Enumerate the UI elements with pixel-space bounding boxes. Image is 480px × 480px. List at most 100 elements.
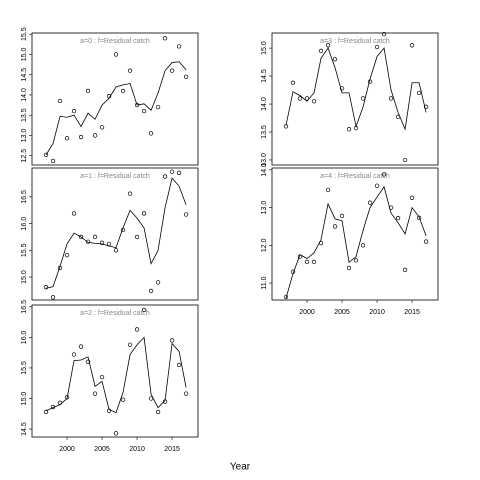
y-tick-label: 15.0 xyxy=(21,392,28,406)
data-point xyxy=(169,68,175,73)
data-point xyxy=(141,211,147,216)
data-point xyxy=(92,234,98,240)
data-point xyxy=(318,48,324,54)
y-tick-label: 11.0 xyxy=(261,276,268,289)
y-tick-label: 16.5 xyxy=(21,300,28,314)
data-point xyxy=(99,240,105,245)
data-point xyxy=(78,344,84,349)
panel xyxy=(271,167,439,301)
data-point xyxy=(311,99,317,104)
data-point xyxy=(409,43,415,48)
data-point xyxy=(162,174,168,179)
data-point xyxy=(325,187,331,193)
y-tick-label: 15.0 xyxy=(261,41,268,55)
data-point xyxy=(71,211,77,216)
data-point xyxy=(162,36,168,41)
data-point xyxy=(155,104,161,110)
x-tick-label: 2010 xyxy=(369,309,385,316)
data-point xyxy=(127,342,133,347)
data-point xyxy=(290,80,296,85)
x-tick-label: 2005 xyxy=(94,446,110,453)
x-tick-label: 2015 xyxy=(164,446,180,453)
data-point xyxy=(183,212,189,217)
data-point xyxy=(423,104,429,109)
data-point xyxy=(183,74,189,79)
fitted-line xyxy=(45,336,187,414)
y-tick-label: 16.5 xyxy=(21,190,28,204)
panel xyxy=(31,167,199,301)
data-point xyxy=(155,409,161,415)
data-point xyxy=(127,68,133,73)
data-point xyxy=(409,195,415,200)
data-point xyxy=(120,397,126,402)
panel-title: a=3 : f=Residual catch xyxy=(320,38,390,45)
data-point xyxy=(332,224,338,229)
panel xyxy=(31,32,199,166)
data-point xyxy=(71,108,77,114)
data-point xyxy=(85,359,91,364)
y-tick-label: 14.5 xyxy=(21,68,28,82)
data-point xyxy=(99,125,105,130)
data-point xyxy=(332,57,338,62)
panel-title: a=1 : f=Residual catch xyxy=(80,173,150,180)
y-tick-label: 12.5 xyxy=(21,149,28,163)
panel-title: a=4 : f=Residual catch xyxy=(320,173,390,180)
data-point xyxy=(402,267,408,272)
data-point xyxy=(304,96,310,101)
y-tick-label: 13.5 xyxy=(261,125,268,139)
data-point xyxy=(85,88,91,94)
data-point xyxy=(367,200,373,205)
y-tick-label: 15.0 xyxy=(21,270,28,284)
y-tick-label: 16.0 xyxy=(21,330,28,344)
y-tick-label: 15.0 xyxy=(21,48,28,62)
data-point xyxy=(169,338,175,343)
data-point xyxy=(43,152,49,158)
x-axis-label: Year xyxy=(230,462,251,473)
data-point xyxy=(50,158,56,164)
data-point xyxy=(339,213,345,219)
data-point xyxy=(71,352,77,357)
data-point xyxy=(423,239,429,244)
y-tick-label: 15.5 xyxy=(21,361,28,375)
data-point xyxy=(402,157,408,163)
data-point xyxy=(395,216,401,221)
y-tick-label: 14.0 xyxy=(261,163,268,177)
x-tick-label: 2005 xyxy=(334,309,350,316)
data-point xyxy=(113,52,119,57)
data-point xyxy=(50,295,56,300)
y-tick-label: 15.5 xyxy=(21,27,28,41)
data-point xyxy=(99,374,105,380)
data-point xyxy=(64,252,70,258)
data-point xyxy=(57,98,63,104)
data-point xyxy=(176,170,182,175)
data-point xyxy=(43,285,49,290)
data-point xyxy=(346,265,352,271)
data-point xyxy=(64,395,70,400)
data-point xyxy=(120,88,126,94)
data-point xyxy=(416,215,422,220)
y-tick-label: 13.5 xyxy=(21,108,28,122)
data-point xyxy=(92,133,98,138)
data-point xyxy=(325,43,331,48)
data-point xyxy=(311,259,317,265)
y-tick-label: 14.5 xyxy=(261,69,268,83)
data-point xyxy=(360,96,366,101)
data-point xyxy=(374,44,380,50)
data-point xyxy=(283,294,289,300)
data-point xyxy=(155,280,161,285)
data-point xyxy=(134,234,140,240)
data-point xyxy=(141,307,147,313)
data-point xyxy=(169,169,175,174)
data-point xyxy=(78,234,84,240)
data-point xyxy=(353,258,359,263)
data-point xyxy=(106,241,112,247)
data-point xyxy=(92,391,98,396)
fitted-line xyxy=(285,185,427,299)
x-tick-label: 2010 xyxy=(129,446,145,453)
data-point xyxy=(360,243,366,248)
data-point xyxy=(176,362,182,368)
data-point xyxy=(43,409,49,415)
data-point xyxy=(381,172,387,177)
y-tick-label: 12.0 xyxy=(261,238,268,252)
data-point xyxy=(113,431,119,436)
